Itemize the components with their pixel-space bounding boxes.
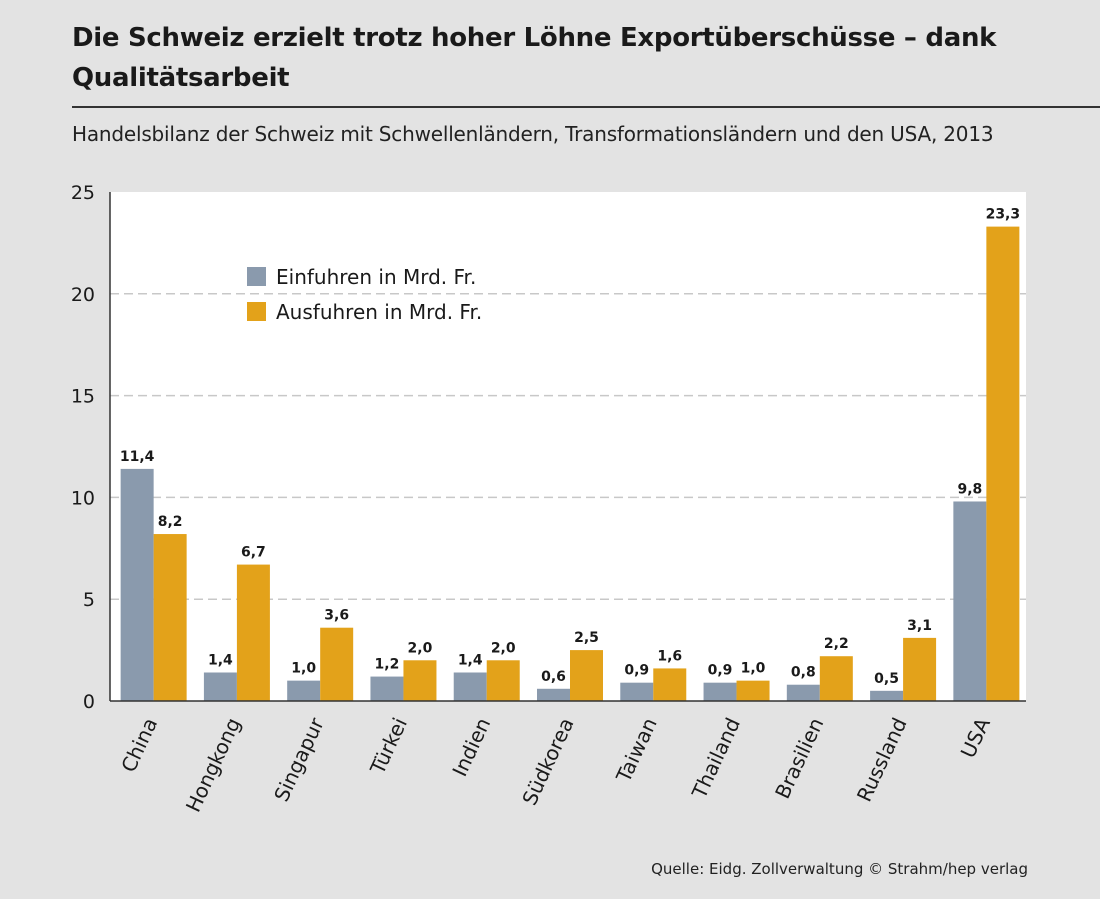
data-label-exports: 2,2 (824, 636, 849, 652)
bar-exports-taiwan (653, 668, 687, 701)
bar-exports-südkorea (570, 650, 603, 701)
x-tick-label: Hongkong (181, 714, 245, 816)
x-tick-label: Südkorea (517, 714, 578, 809)
bar-imports-hongkong (203, 672, 237, 701)
data-label-exports: 2,5 (574, 630, 599, 646)
data-label-imports: 0,5 (874, 671, 899, 687)
data-label-imports: 1,0 (291, 661, 316, 677)
y-tick-label: 0 (83, 691, 95, 713)
data-label-exports: 2,0 (491, 640, 516, 656)
grid-lines (110, 293, 1026, 600)
data-label-imports: 1,4 (458, 652, 483, 668)
data-label-imports: 0,9 (708, 663, 733, 679)
bar-imports-singapur (287, 680, 321, 701)
data-label-exports: 3,6 (324, 608, 349, 624)
data-label-imports: 0,9 (624, 663, 649, 679)
bar-imports-türkei (370, 676, 404, 701)
y-tick-label: 10 (71, 487, 95, 509)
legend-label-imports: Einfuhren in Mrd. Fr. (276, 265, 476, 289)
chart-title: Die Schweiz erzielt trotz hoher Löhne Ex… (72, 23, 997, 93)
y-tick-label: 20 (71, 284, 95, 306)
bar-imports-china (120, 468, 154, 701)
data-label-exports: 2,0 (408, 640, 433, 656)
y-tick-label: 5 (83, 589, 95, 611)
bar-imports-taiwan (620, 682, 654, 701)
bar-exports-usa (986, 226, 1020, 701)
legend-swatch-imports (247, 267, 266, 286)
bar-exports-china (153, 534, 187, 701)
bars (120, 226, 1020, 701)
legend-swatch-exports (247, 302, 266, 321)
data-labels: 11,4 8,2 1,4 6,7 1,0 3,6 1,2 2,0 1,4 2,0 0,6 2,5 0,9… (120, 207, 1020, 687)
x-tick-label: Thailand (687, 714, 745, 803)
x-tick-label: China (116, 714, 162, 776)
x-tick-label: Türkei (365, 714, 412, 779)
data-label-imports: 1,2 (375, 657, 400, 673)
data-label-imports: 1,4 (208, 652, 233, 668)
x-tick-label: Brasilien (770, 714, 828, 802)
bar-imports-südkorea (537, 688, 570, 701)
data-label-exports: 1,6 (657, 648, 682, 664)
x-tick-label: Indien (447, 714, 495, 780)
legend: Einfuhren in Mrd. Fr. Ausfuhren in Mrd. … (247, 265, 482, 324)
x-tick-label: Taiwan (611, 714, 662, 787)
data-label-imports: 9,8 (957, 481, 982, 497)
bar-imports-usa (953, 501, 987, 701)
bar-exports-thailand (736, 680, 770, 701)
bar-exports-türkei (403, 660, 437, 701)
bar-exports-hongkong (236, 564, 270, 701)
y-tick-label: 25 (71, 182, 95, 204)
bar-exports-indien (486, 660, 520, 701)
x-tick-label: Russland (852, 714, 912, 805)
bar-imports-brasilien (786, 684, 820, 701)
legend-label-exports: Ausfuhren in Mrd. Fr. (276, 300, 482, 324)
data-label-exports: 3,1 (907, 618, 932, 634)
data-label-exports: 23,3 (986, 207, 1021, 223)
bar-imports-russland (870, 690, 904, 701)
title-divider (72, 106, 1100, 108)
bar-exports-russland (903, 637, 937, 701)
chart-subtitle: Handelsbilanz der Schweiz mit Schwellenl… (72, 122, 994, 146)
bar-exports-singapur (320, 627, 354, 701)
source-note: Quelle: Eidg. Zollverwaltung © Strahm/he… (651, 860, 1028, 878)
x-tick-label: USA (956, 714, 995, 762)
data-label-imports: 11,4 (120, 449, 155, 465)
data-label-exports: 8,2 (158, 514, 183, 530)
bar-imports-thailand (703, 682, 737, 701)
bar-imports-indien (453, 672, 487, 701)
data-label-exports: 1,0 (741, 661, 766, 677)
y-tick-label: 15 (71, 386, 95, 408)
data-label-imports: 0,6 (541, 669, 566, 685)
x-tick-label: Singapur (269, 713, 329, 805)
x-axis-categories: China Hongkong Singapur Türkei Indien Südkore… (116, 713, 995, 815)
data-label-exports: 6,7 (241, 545, 266, 561)
bar-exports-brasilien (819, 656, 853, 701)
data-label-imports: 0,8 (791, 665, 816, 681)
y-axis-ticks: 0 5 10 15 20 25 (71, 182, 95, 713)
